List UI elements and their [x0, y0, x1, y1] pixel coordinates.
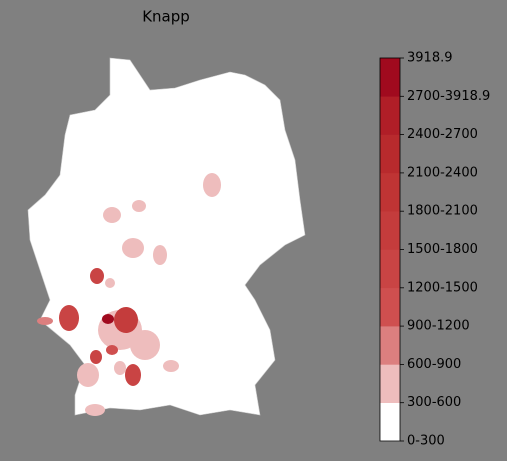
map-title: Knapp [142, 8, 190, 26]
legend-label: 600-900 [407, 357, 461, 372]
legend-swatch [380, 58, 400, 97]
region [132, 200, 146, 212]
region [105, 278, 115, 288]
legend-swatch [380, 172, 400, 212]
legend-label: 1500-1800 [407, 242, 478, 257]
color-legend: 0-300 300-600 600-900 900-1200 1200-1500 1500… [379, 51, 490, 449]
region [114, 361, 126, 375]
region [153, 245, 167, 265]
legend-label: 300-600 [407, 395, 461, 410]
legend-label: 2400-2700 [407, 127, 478, 142]
region [90, 268, 104, 284]
legend-swatch [380, 326, 400, 365]
legend-label: 3918.9 [407, 51, 453, 66]
legend-swatch [380, 364, 400, 403]
legend-label: 2100-2400 [407, 165, 478, 180]
legend-label: 0-300 [407, 434, 445, 449]
region [163, 360, 179, 372]
region [106, 345, 118, 355]
region [77, 363, 99, 387]
region [103, 207, 121, 223]
germany-map [27, 57, 306, 416]
region [85, 404, 105, 416]
country-outline [27, 57, 306, 416]
region [37, 317, 53, 325]
region [125, 364, 141, 386]
region [203, 173, 221, 197]
legend-swatch [380, 402, 400, 442]
legend-label: 900-1200 [407, 319, 470, 334]
legend-swatch [380, 96, 400, 135]
legend-swatch [380, 249, 400, 289]
region [90, 350, 102, 364]
legend-label: 1800-2100 [407, 204, 478, 219]
region [59, 305, 79, 331]
region [130, 330, 160, 360]
legend-swatch [380, 287, 400, 327]
legend-label: 1200-1500 [407, 280, 478, 295]
region [102, 314, 114, 324]
legend-swatch [380, 211, 400, 250]
legend-swatch [380, 134, 400, 174]
region [114, 307, 138, 333]
region [122, 238, 144, 258]
legend-label: 2700-3918.9 [407, 89, 490, 104]
regions [37, 173, 221, 416]
